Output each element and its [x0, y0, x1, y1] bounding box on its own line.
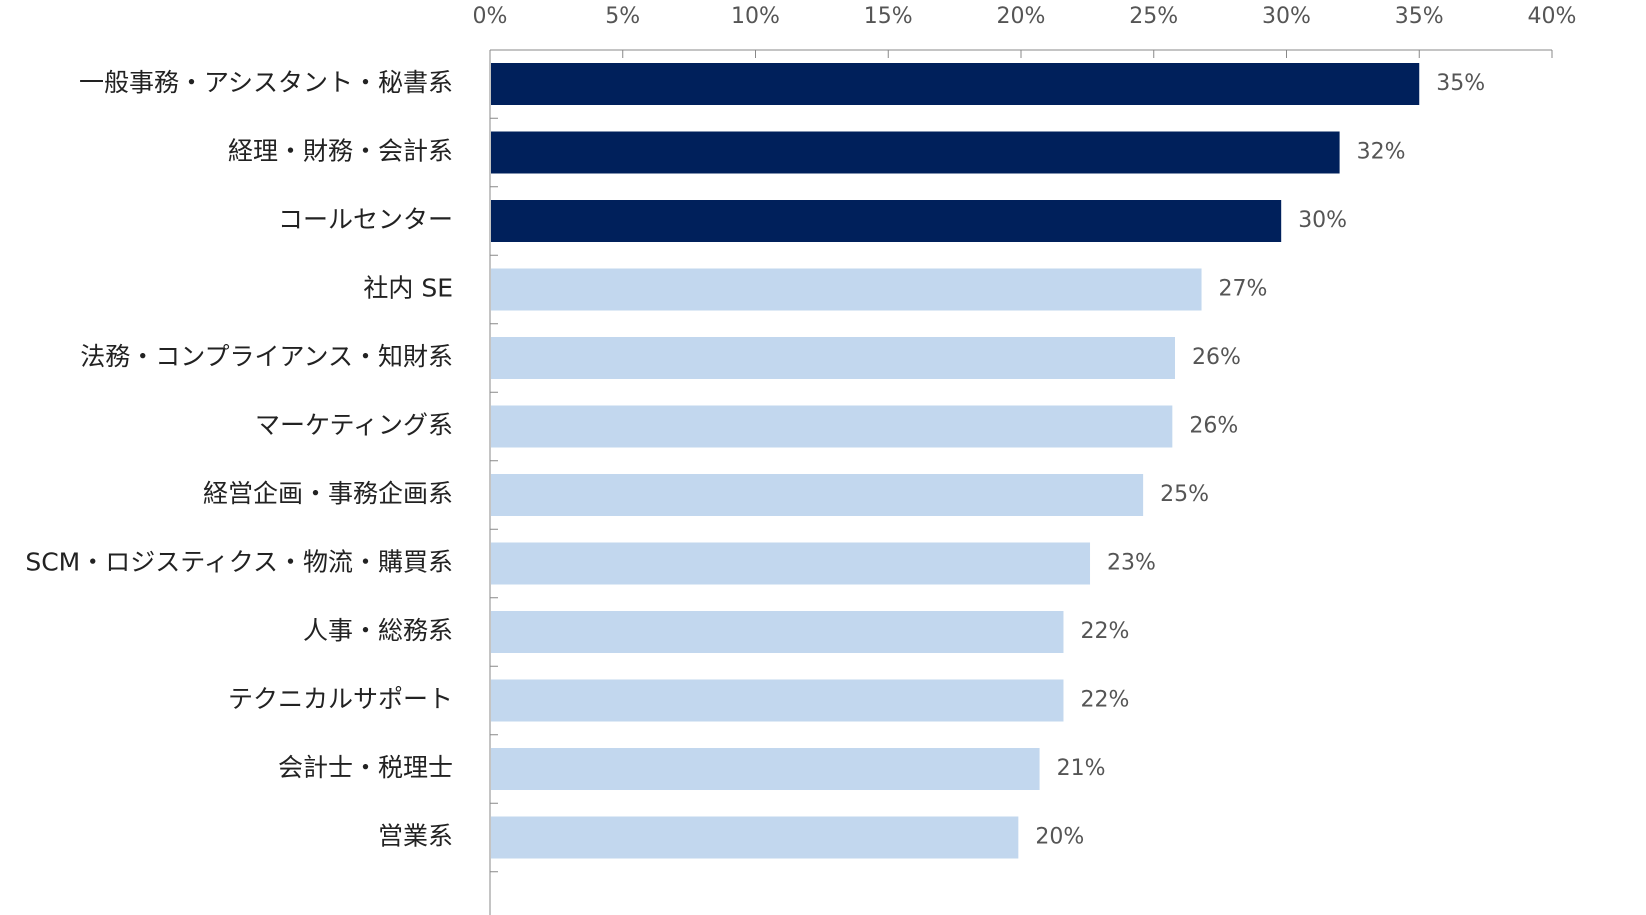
bar — [491, 63, 1420, 105]
y-axis — [489, 50, 498, 915]
category-label: コールセンター — [278, 205, 453, 234]
category-label: 一般事務・アシスタント・秘書系 — [79, 68, 453, 97]
category-label: 法務・コンプライアンス・知財系 — [80, 342, 453, 371]
bar — [491, 200, 1282, 242]
category-label: 経営企画・事務企画系 — [203, 479, 453, 508]
x-tick-label: 10% — [731, 4, 780, 29]
bar-value-label: 25% — [1160, 482, 1209, 507]
category-label: マーケティング系 — [255, 411, 453, 440]
bar — [491, 405, 1173, 448]
bar-value-label: 20% — [1035, 825, 1084, 850]
bar — [491, 542, 1091, 585]
x-tick-label: 25% — [1129, 4, 1178, 29]
x-tick-label: 5% — [605, 4, 640, 29]
category-label: テクニカルサポート — [228, 685, 453, 714]
bar — [491, 611, 1064, 653]
x-tick-label: 15% — [864, 4, 913, 29]
x-tick-label: 0% — [473, 4, 508, 29]
value-labels: 35% 32% 30% 27% 26% 26% 25% 23% 22% 22% 21% 20% — [1035, 71, 1485, 850]
bar — [491, 131, 1340, 174]
category-label: 営業系 — [378, 822, 453, 851]
bar — [491, 748, 1040, 790]
x-axis: 0% 5% 10% 15% 20% 25% 30% 35% 40% — [473, 4, 1577, 58]
category-label: SCM・ロジスティクス・物流・購買系 — [25, 548, 453, 577]
bars — [491, 63, 1420, 859]
bar-value-label: 22% — [1080, 619, 1129, 644]
category-label: 経理・財務・会計系 — [228, 137, 453, 166]
bar-value-label: 26% — [1189, 414, 1238, 439]
bar-value-label: 30% — [1298, 208, 1347, 233]
x-tick-label: 35% — [1395, 4, 1444, 29]
x-tick-label: 40% — [1528, 4, 1577, 29]
bar-value-label: 21% — [1057, 756, 1106, 781]
bar-value-label: 23% — [1107, 551, 1156, 576]
bar-value-label: 22% — [1080, 688, 1129, 713]
bar — [491, 816, 1019, 859]
bar-value-label: 26% — [1192, 345, 1241, 370]
x-tick-label: 20% — [997, 4, 1046, 29]
bar — [491, 337, 1175, 379]
x-tick-label: 30% — [1262, 4, 1311, 29]
category-label: 会計士・税理士 — [278, 753, 453, 782]
bar-value-label: 27% — [1219, 277, 1268, 302]
category-label: 社内 SE — [363, 274, 453, 303]
bar-value-label: 32% — [1357, 140, 1406, 165]
bar — [491, 474, 1144, 516]
bar-value-label: 35% — [1436, 71, 1485, 96]
bar — [491, 268, 1202, 311]
bar — [491, 679, 1064, 722]
category-label: 人事・総務系 — [303, 616, 453, 645]
